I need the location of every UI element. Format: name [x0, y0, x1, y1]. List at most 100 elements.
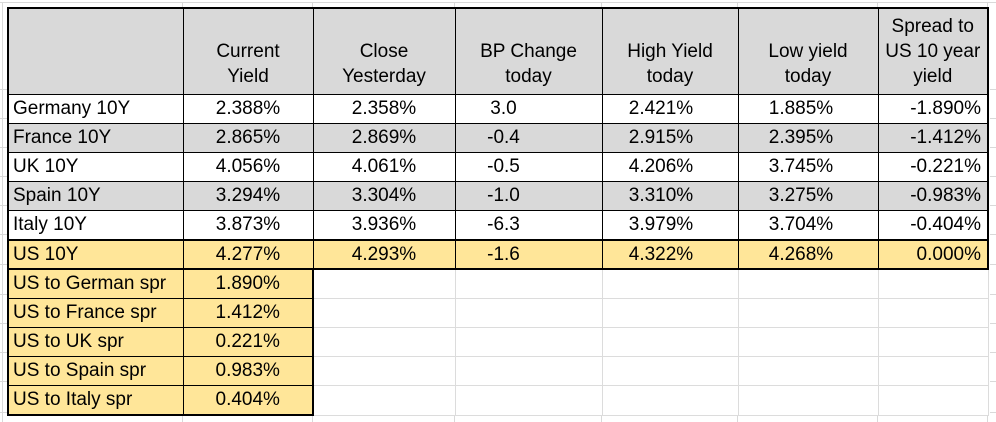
column-header-spread-to-us-10y[interactable]: Spread to US 10 year yield [877, 7, 989, 95]
sheet-gridline [454, 414, 455, 422]
sheet-gridline [990, 147, 996, 148]
value-cell[interactable]: -1.0 [454, 181, 603, 211]
value-cell[interactable]: -1.412% [877, 123, 989, 153]
table-row-germany-10y: Germany 10Y 2.388% 2.358% 3.0 2.421% 1.8… [7, 94, 989, 124]
empty-cell[interactable] [601, 268, 739, 299]
value-cell[interactable]: 4.056% [182, 152, 314, 182]
column-header-low-yield-today[interactable]: Low yield today [737, 7, 879, 95]
sheet-gridline [990, 381, 996, 382]
value-cell[interactable]: 2.869% [312, 123, 456, 153]
sheet-gridline [987, 414, 988, 422]
empty-cell[interactable] [737, 385, 879, 416]
table-row-us-10y: US 10Y 4.277% 4.293% -1.6 4.322% 4.268% … [7, 239, 989, 270]
row-label-cell[interactable]: Spain 10Y [7, 181, 184, 211]
value-cell[interactable]: 2.915% [601, 123, 739, 153]
table-row-spain-10y: Spain 10Y 3.294% 3.304% -1.0 3.310% 3.27… [7, 181, 989, 211]
value-cell[interactable]: 3.936% [312, 210, 456, 241]
spread-value-cell[interactable]: 1.890% [182, 268, 314, 299]
value-cell[interactable]: 1.885% [737, 94, 879, 124]
empty-cell[interactable] [454, 298, 603, 328]
spread-value-cell[interactable]: 0.983% [182, 356, 314, 386]
empty-cell[interactable] [454, 327, 603, 357]
empty-cell[interactable] [877, 385, 989, 416]
value-cell[interactable]: 3.310% [601, 181, 739, 211]
empty-cell[interactable] [737, 298, 879, 328]
row-label-cell[interactable]: US to UK spr [7, 327, 184, 357]
value-cell[interactable]: -0.983% [877, 181, 989, 211]
value-cell[interactable]: -0.5 [454, 152, 603, 182]
value-cell[interactable]: 3.294% [182, 181, 314, 211]
value-cell[interactable]: -0.221% [877, 152, 989, 182]
row-label-cell[interactable]: Italy 10Y [7, 210, 184, 241]
empty-cell[interactable] [877, 268, 989, 299]
row-label-cell[interactable]: France 10Y [7, 123, 184, 153]
row-label-cell[interactable]: Germany 10Y [7, 94, 184, 124]
spread-value-cell[interactable]: 1.412% [182, 298, 314, 328]
sheet-gridline [0, 89, 7, 90]
value-cell[interactable]: 3.0 [454, 94, 603, 124]
value-cell[interactable]: -1.890% [877, 94, 989, 124]
empty-cell[interactable] [601, 356, 739, 386]
value-cell[interactable]: -0.4 [454, 123, 603, 153]
value-cell[interactable]: 3.873% [182, 210, 314, 241]
empty-cell[interactable] [877, 356, 989, 386]
corner-header-cell[interactable] [7, 7, 184, 95]
empty-cell[interactable] [454, 356, 603, 386]
empty-cell[interactable] [601, 298, 739, 328]
value-cell[interactable]: 3.275% [737, 181, 879, 211]
row-label-cell[interactable]: US to France spr [7, 298, 184, 328]
empty-cell[interactable] [877, 298, 989, 328]
row-label-cell[interactable]: US to German spr [7, 268, 184, 299]
column-header-current-yield[interactable]: Current Yield [182, 7, 314, 95]
value-cell[interactable]: 2.388% [182, 94, 314, 124]
value-cell[interactable]: 2.395% [737, 123, 879, 153]
row-label-cell[interactable]: US to Italy spr [7, 385, 184, 416]
sheet-gridline [990, 205, 996, 206]
sheet-gridline [0, 176, 7, 177]
value-cell[interactable]: 3.704% [737, 210, 879, 241]
row-label-cell[interactable]: UK 10Y [7, 152, 184, 182]
empty-cell[interactable] [312, 298, 456, 328]
table-row-us-to-italy-spr: US to Italy spr 0.404% [7, 385, 989, 416]
empty-cell[interactable] [454, 268, 603, 299]
value-cell[interactable]: 4.268% [737, 239, 879, 270]
empty-cell[interactable] [312, 268, 456, 299]
value-cell[interactable]: 4.206% [601, 152, 739, 182]
row-label-cell[interactable]: US to Spain spr [7, 356, 184, 386]
spread-value-cell[interactable]: 0.404% [182, 385, 314, 416]
value-cell[interactable]: 4.293% [312, 239, 456, 270]
empty-cell[interactable] [737, 268, 879, 299]
row-label-cell[interactable]: US 10Y [7, 239, 184, 270]
sheet-gridline [454, 2, 455, 7]
column-header-close-yesterday[interactable]: Close Yesterday [312, 7, 456, 95]
value-cell[interactable]: 4.322% [601, 239, 739, 270]
sheet-gridline [990, 412, 996, 413]
spread-value-cell[interactable]: 0.221% [182, 327, 314, 357]
value-cell[interactable]: 2.865% [182, 123, 314, 153]
value-cell[interactable]: 4.061% [312, 152, 456, 182]
empty-cell[interactable] [601, 385, 739, 416]
column-header-high-yield-today[interactable]: High Yield today [601, 7, 739, 95]
value-cell[interactable]: -1.6 [454, 239, 603, 270]
table-row-us-to-uk-spr: US to UK spr 0.221% [7, 327, 989, 357]
table-row-italy-10y: Italy 10Y 3.873% 3.936% -6.3 3.979% 3.70… [7, 210, 989, 241]
value-cell[interactable]: 2.421% [601, 94, 739, 124]
empty-cell[interactable] [312, 327, 456, 357]
column-header-bp-change-today[interactable]: BP Change today [454, 7, 603, 95]
empty-cell[interactable] [877, 327, 989, 357]
value-cell[interactable]: 3.979% [601, 210, 739, 241]
value-cell[interactable]: 2.358% [312, 94, 456, 124]
value-cell[interactable]: -6.3 [454, 210, 603, 241]
value-cell[interactable]: 4.277% [182, 239, 314, 270]
value-cell[interactable]: 3.745% [737, 152, 879, 182]
value-cell[interactable]: 0.000% [877, 239, 989, 270]
value-cell[interactable]: -0.404% [877, 210, 989, 241]
empty-cell[interactable] [737, 327, 879, 357]
value-cell[interactable]: 3.304% [312, 181, 456, 211]
empty-cell[interactable] [737, 356, 879, 386]
empty-cell[interactable] [454, 385, 603, 416]
empty-cell[interactable] [601, 327, 739, 357]
empty-cell[interactable] [312, 356, 456, 386]
empty-cell[interactable] [312, 385, 456, 416]
